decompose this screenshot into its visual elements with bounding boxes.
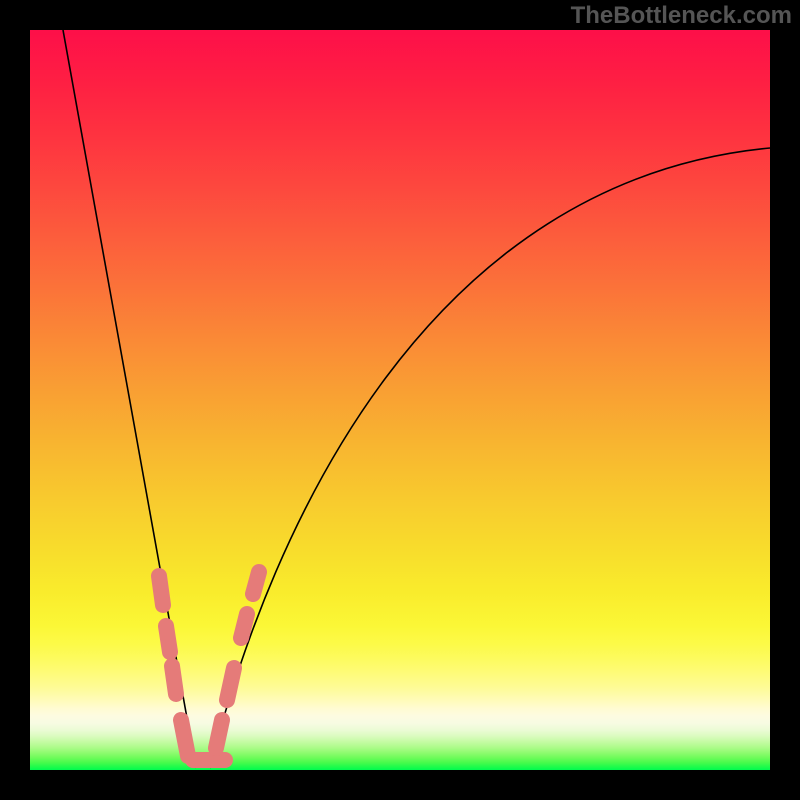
watermark-text: TheBottleneck.com [571,2,792,30]
dash-segment [166,626,170,652]
dash-segment [181,720,188,756]
dash-segment [241,614,247,638]
dash-segment [172,666,176,694]
right-curve [210,148,770,768]
dash-segment [227,668,234,700]
curve-layer [0,0,800,800]
canvas-root: TheBottleneck.com [0,0,800,800]
dash-segment [159,576,163,605]
left-curve [63,30,196,768]
dash-segment [216,720,222,748]
dash-highlight-group [159,572,259,760]
dash-segment [253,572,259,594]
